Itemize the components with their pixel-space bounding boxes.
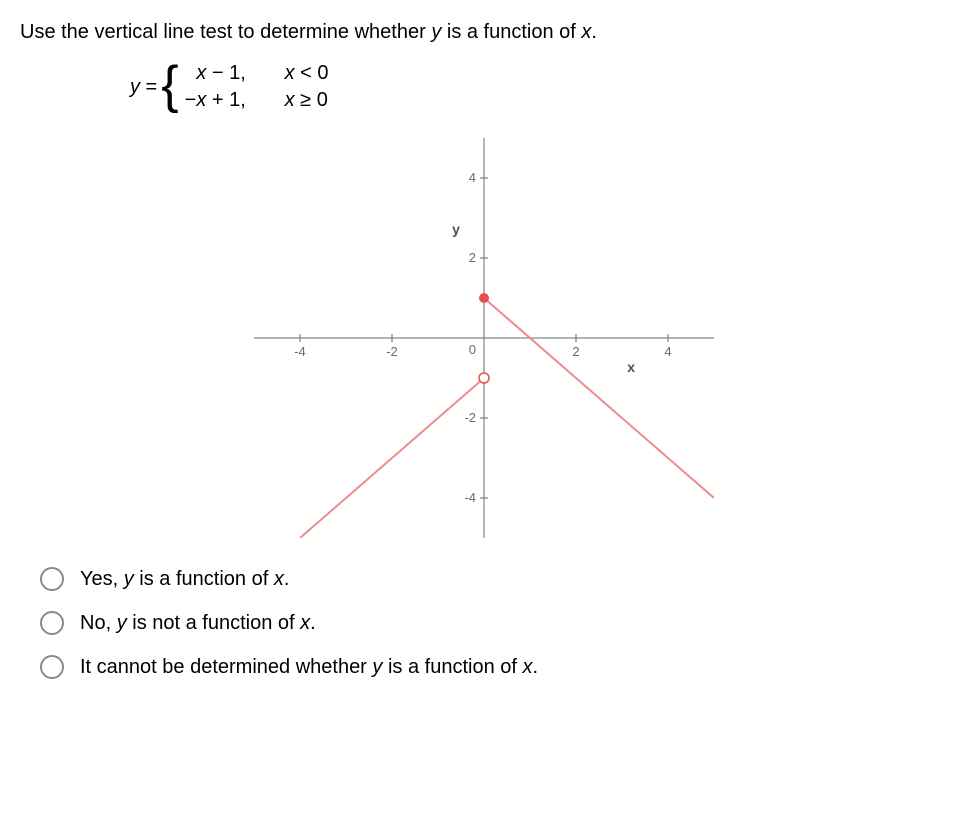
question-page: Use the vertical line test to determine … [0, 0, 968, 722]
answer-text-3: It cannot be determined whether y is a f… [80, 654, 538, 680]
radio-icon[interactable] [40, 567, 64, 591]
svg-text:-2: -2 [464, 410, 476, 425]
equation-row-2: −x + 1, x ≥ 0 [185, 87, 329, 114]
row2-pre: − [185, 89, 197, 111]
svg-text:0: 0 [469, 342, 476, 357]
ans3-y: y [372, 656, 382, 678]
question-var-x: x [581, 21, 591, 43]
question-var-y: y [431, 21, 441, 43]
equation-row-1: −x − 1, x < 0 [185, 60, 329, 87]
ans2-x: x [300, 612, 310, 634]
ans1-suf: . [284, 568, 290, 590]
row2-cond-x: x [285, 89, 295, 111]
row2-x: x [196, 89, 206, 111]
ans2-y: y [117, 612, 127, 634]
ans2-suf: . [310, 612, 316, 634]
svg-text:x: x [627, 359, 635, 375]
row1-x: x [196, 62, 206, 84]
question-prompt: Use the vertical line test to determine … [20, 18, 948, 46]
ans3-suf: . [532, 656, 538, 678]
answer-choice-1[interactable]: Yes, y is a function of x. [40, 566, 948, 592]
answer-text-1: Yes, y is a function of x. [80, 566, 289, 592]
radio-icon[interactable] [40, 611, 64, 635]
equation-lhs: y = [130, 76, 157, 99]
svg-text:-4: -4 [294, 344, 306, 359]
svg-text:-2: -2 [386, 344, 398, 359]
answer-choice-2[interactable]: No, y is not a function of x. [40, 610, 948, 636]
ans3-pre: It cannot be determined whether [80, 656, 372, 678]
answer-choices: Yes, y is a function of x. No, y is not … [40, 566, 948, 680]
ans2-mid: is not a function of [127, 612, 300, 634]
graph-container: -4 -2 0 2 4 -4 -2 2 4 x y [20, 138, 948, 538]
equation-rows: −x − 1, x < 0 −x + 1, x ≥ 0 [185, 60, 329, 114]
svg-text:4: 4 [664, 344, 671, 359]
radio-icon[interactable] [40, 655, 64, 679]
svg-text:2: 2 [469, 250, 476, 265]
question-prefix: Use the vertical line test to determine … [20, 21, 431, 43]
row1-cond-rest: < 0 [295, 62, 329, 84]
row2-rest: + 1, [206, 89, 245, 111]
eq-eq: = [140, 76, 157, 98]
ans3-x: x [522, 656, 532, 678]
ans2-pre: No, [80, 612, 117, 634]
ans1-pre: Yes, [80, 568, 124, 590]
piecewise-equation: y = { −x − 1, x < 0 −x + 1, x ≥ 0 [130, 60, 948, 114]
curly-brace-icon: { [161, 59, 178, 111]
eq-y: y [130, 76, 140, 98]
piecewise-graph: -4 -2 0 2 4 -4 -2 2 4 x y [254, 138, 714, 538]
question-mid: is a function of [441, 21, 581, 43]
ans1-x: x [274, 568, 284, 590]
question-suffix: . [591, 21, 597, 43]
answer-text-2: No, y is not a function of x. [80, 610, 316, 636]
ans3-mid: is a function of [382, 656, 522, 678]
svg-text:2: 2 [572, 344, 579, 359]
ans1-mid: is a function of [134, 568, 274, 590]
svg-text:-4: -4 [464, 490, 476, 505]
row2-cond-rest: ≥ 0 [295, 89, 328, 111]
row1-rest: − 1, [206, 62, 245, 84]
svg-text:4: 4 [469, 170, 476, 185]
ans1-y: y [124, 568, 134, 590]
row1-cond-x: x [285, 62, 295, 84]
svg-text:y: y [452, 221, 460, 237]
answer-choice-3[interactable]: It cannot be determined whether y is a f… [40, 654, 948, 680]
